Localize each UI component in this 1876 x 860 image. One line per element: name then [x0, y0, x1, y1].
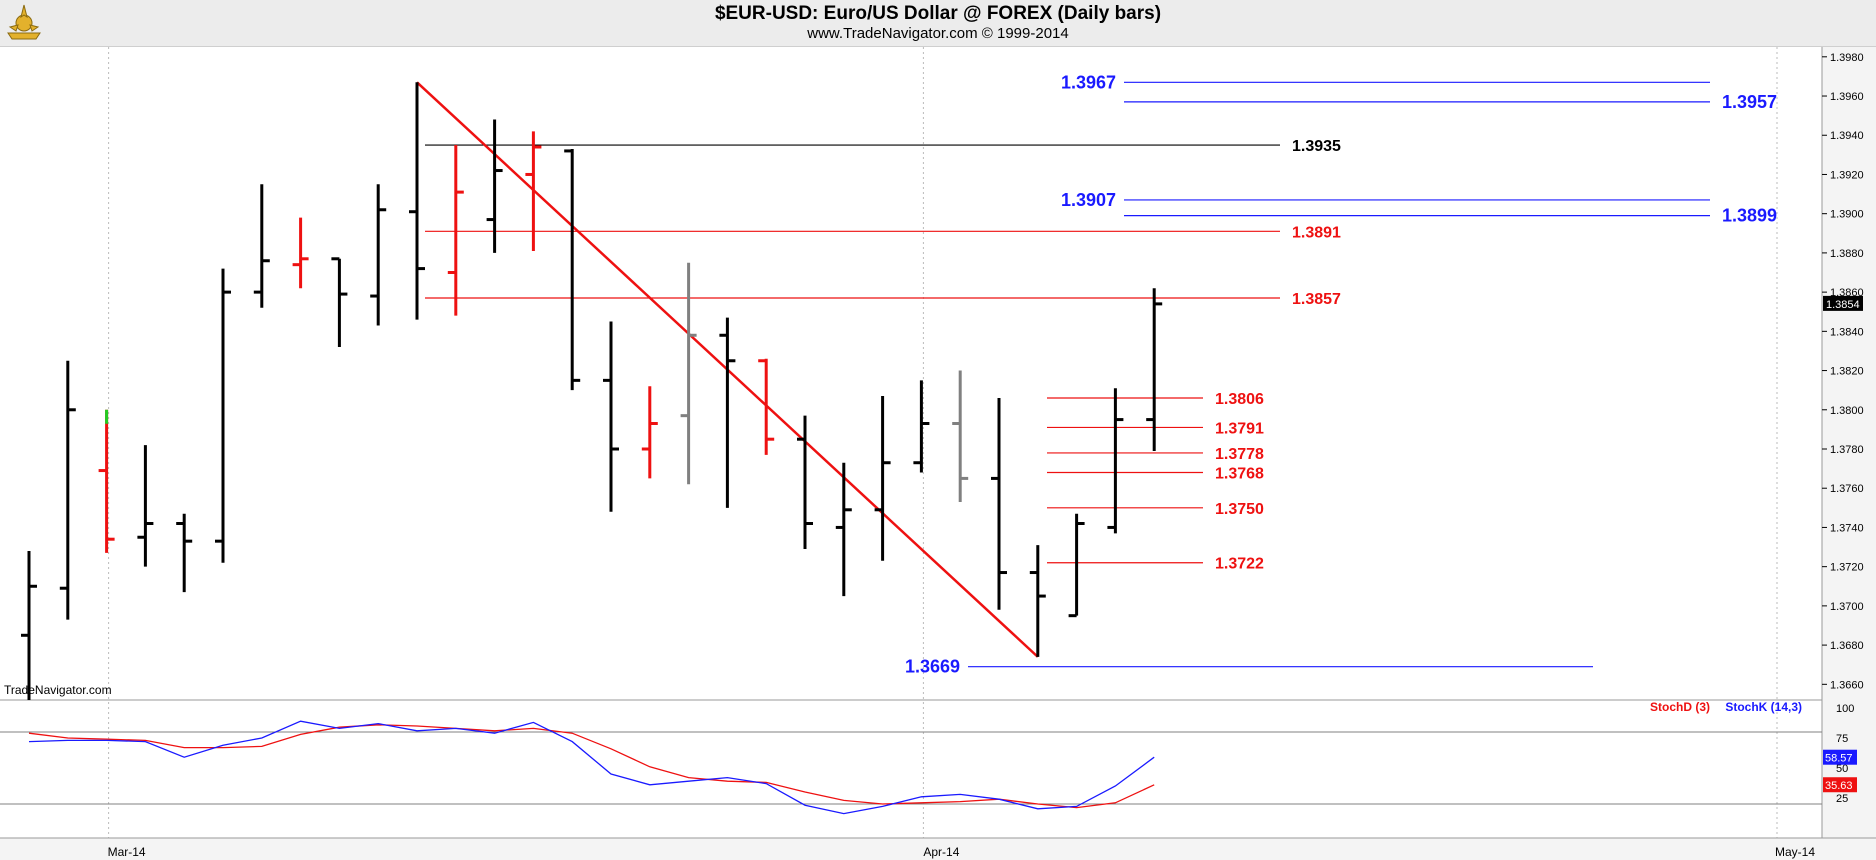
price-tick-label: 1.3920 [1830, 169, 1864, 181]
level-label: 1.3768 [1215, 466, 1264, 483]
level-label: 1.3806 [1215, 391, 1264, 408]
ohlc-bar [835, 462, 852, 597]
ohlc-bar [641, 386, 658, 479]
price-tick-label: 1.3900 [1830, 209, 1864, 221]
level-label: 1.3778 [1215, 446, 1264, 463]
level-label: 1.3899 [1722, 206, 1777, 226]
price-tick-label: 1.3780 [1830, 444, 1864, 456]
price-tick-label: 1.3840 [1830, 326, 1864, 338]
stoch-series-line [28, 720, 1155, 815]
level-label: 1.3857 [1292, 291, 1341, 308]
trade-navigator-logo [7, 4, 41, 40]
ohlc-bar [1068, 513, 1085, 618]
ohlc-bar [137, 445, 154, 567]
ohlc-bar [331, 257, 348, 348]
ohlc-bar [719, 317, 736, 508]
stoch-tick-label: 75 [1836, 733, 1848, 745]
date-tick-label: Apr-14 [923, 845, 959, 859]
level-label: 1.3891 [1292, 224, 1341, 241]
stoch-tick-label: 100 [1836, 703, 1854, 715]
ohlc-bar [59, 360, 76, 620]
ohlc-bar [1029, 545, 1046, 657]
stoch-k-last-value: 58.57 [1825, 753, 1853, 765]
ohlc-bar [409, 82, 425, 320]
ohlc-bar [525, 131, 542, 251]
last-price-box [1823, 295, 1863, 311]
chart-frame [0, 47, 1876, 860]
price-tick-label: 1.3740 [1830, 522, 1864, 534]
price-tick-label: 1.3700 [1830, 601, 1864, 613]
stoch-k-last-value-box [1823, 749, 1857, 765]
level-label: 1.3967 [1061, 72, 1116, 92]
ohlc-bar [98, 409, 115, 553]
date-axis: Mar-14 Apr-14 May-14 [108, 845, 1816, 859]
stoch-tick-label: 50 [1836, 763, 1848, 775]
ohlc-bar [215, 268, 231, 563]
chart-subtitle: www.TradeNavigator.com © 1999-2014 [807, 25, 1069, 42]
last-price-label: 1.3854 [1826, 299, 1860, 311]
ohlc-bar [486, 119, 503, 253]
price-axis: 1.3980 1.3960 1.3940 1.3920 1.3900 1.3880 1.38… [1822, 52, 1864, 691]
support-resistance-levels: 1.3967 1.3957 1.3935 1.3907 1.3899 1.3891 1.38… [425, 72, 1777, 677]
price-tick-label: 1.3880 [1830, 248, 1864, 260]
ohlc-bar [447, 145, 464, 316]
ohlc-bar [1146, 288, 1163, 451]
ohlc-bar [758, 358, 775, 455]
ohlc-bar [564, 148, 581, 391]
ohlc-bar [952, 370, 969, 502]
ohlc-bar [370, 184, 387, 326]
ohlc-bar [680, 262, 697, 485]
ohlc-bar [292, 217, 309, 289]
ohlc-bar [603, 321, 619, 512]
price-tick-label: 1.3760 [1830, 483, 1864, 495]
price-tick-label: 1.3720 [1830, 562, 1864, 574]
stoch-tick-label: 25 [1836, 793, 1848, 805]
level-label: 1.3669 [905, 657, 960, 677]
ohlc-bar [253, 184, 270, 308]
price-tick-label: 1.3960 [1830, 91, 1864, 103]
ohlc-bar [1107, 388, 1124, 534]
ohlc-bar [874, 396, 891, 561]
date-tick-label: Mar-14 [108, 845, 146, 859]
chart-title: $EUR-USD: Euro/US Dollar @ FOREX (Daily … [714, 3, 1162, 24]
ohlc-bar [176, 513, 193, 593]
level-label: 1.3957 [1722, 92, 1777, 112]
watermark: TradeNavigator.com [4, 683, 112, 697]
stochastic-panel: 100 75 50 25 StochD (3) StochK (14,3) 58.57 35.… [0, 700, 1857, 815]
ohlc-bar [797, 415, 813, 550]
ohlc-bar [991, 398, 1007, 610]
grid [108, 47, 1778, 838]
stoch-d-last-value: 35.63 [1825, 780, 1853, 792]
level-label: 1.3722 [1215, 556, 1264, 573]
level-label: 1.3791 [1215, 420, 1264, 437]
level-label: 1.3935 [1292, 138, 1341, 155]
ohlc-bars [21, 82, 1163, 700]
ohlc-bar [913, 380, 930, 473]
price-tick-label: 1.3800 [1830, 405, 1864, 417]
date-axis-background [0, 838, 1876, 860]
price-tick-label: 1.3680 [1830, 640, 1864, 652]
price-tick-label: 1.3980 [1830, 52, 1864, 64]
chart-header: $EUR-USD: Euro/US Dollar @ FOREX (Daily … [0, 0, 1876, 47]
level-label: 1.3907 [1061, 190, 1116, 210]
ohlc-bar [21, 550, 37, 700]
price-tick-label: 1.3820 [1830, 366, 1864, 378]
date-tick-label: May-14 [1775, 845, 1815, 859]
stoch-legend-d: StochD (3) [1650, 700, 1710, 714]
price-tick-label: 1.3660 [1830, 679, 1864, 691]
level-label: 1.3750 [1215, 501, 1264, 518]
stoch-series-line [28, 724, 1155, 809]
stoch-d-last-value-box [1823, 777, 1857, 793]
price-axis-background [1822, 47, 1876, 860]
stoch-legend-k: StochK (14,3) [1725, 700, 1802, 714]
price-tick-label: 1.3940 [1830, 130, 1864, 142]
